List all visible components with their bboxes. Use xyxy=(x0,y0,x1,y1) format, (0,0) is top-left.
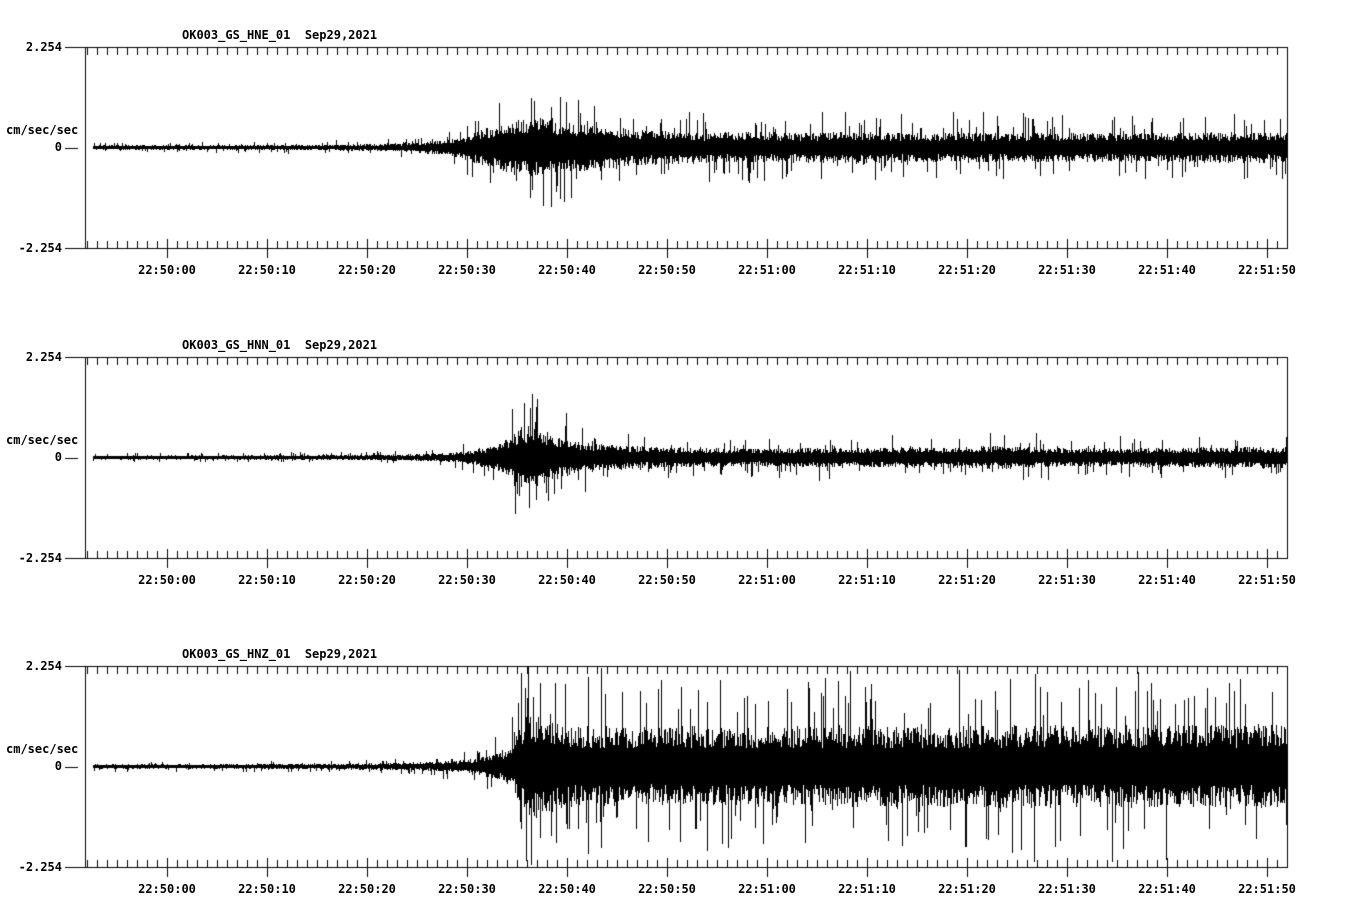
time-tick-label: 22:51:00 xyxy=(738,882,796,896)
time-tick-label: 22:50:50 xyxy=(638,263,696,277)
hne-y-unit-label: cm/sec/sec xyxy=(6,123,79,137)
time-tick-label: 22:50:20 xyxy=(338,263,396,277)
time-tick-label: 22:50:20 xyxy=(338,882,396,896)
time-tick-label: 22:51:10 xyxy=(838,882,896,896)
time-tick-label: 22:50:50 xyxy=(638,882,696,896)
hne-y-max-label: 2.254 xyxy=(25,40,62,54)
time-tick-label: 22:50:40 xyxy=(538,573,596,587)
time-tick-label: 22:51:40 xyxy=(1138,882,1196,896)
time-tick-label: 22:51:40 xyxy=(1138,573,1196,587)
hne-time-axis-labels: 22:50:00 22:50:10 22:50:20 22:50:30 22:50:40… xyxy=(0,262,1358,278)
hnn-y-min-label: -2.254 xyxy=(18,551,62,565)
time-tick-label: 22:50:40 xyxy=(538,882,596,896)
time-tick-label: 22:51:20 xyxy=(938,263,996,277)
time-tick-label: 22:51:00 xyxy=(738,573,796,587)
hnn-y-max-label: 2.254 xyxy=(25,350,62,364)
time-tick-label: 22:51:50 xyxy=(1238,882,1296,896)
time-tick-label: 22:50:40 xyxy=(538,263,596,277)
time-tick-label: 22:51:50 xyxy=(1238,573,1296,587)
time-tick-label: 22:51:30 xyxy=(1038,263,1096,277)
hnn-y-zero-label: 0 xyxy=(54,450,62,464)
hnn-title: OK003_GS_HNN_01 Sep29,2021 xyxy=(182,338,378,352)
time-tick-label: 22:51:30 xyxy=(1038,882,1096,896)
time-tick-label: 22:50:10 xyxy=(238,263,296,277)
time-tick-label: 22:50:10 xyxy=(238,882,296,896)
time-tick-label: 22:51:50 xyxy=(1238,263,1296,277)
time-tick-label: 22:50:20 xyxy=(338,573,396,587)
time-tick-label: 22:51:10 xyxy=(838,263,896,277)
time-tick-label: 22:51:40 xyxy=(1138,263,1196,277)
time-tick-label: 22:50:50 xyxy=(638,573,696,587)
hne-y-zero-label: 0 xyxy=(54,140,62,154)
hnn-time-axis-labels: 22:50:00 22:50:10 22:50:20 22:50:30 22:50:40… xyxy=(0,572,1358,588)
time-tick-label: 22:50:00 xyxy=(138,263,196,277)
time-tick-label: 22:50:30 xyxy=(438,263,496,277)
hnz-y-min-label: -2.254 xyxy=(18,860,62,874)
time-tick-label: 22:51:20 xyxy=(938,573,996,587)
hnz-y-max-label: 2.254 xyxy=(25,659,62,673)
time-tick-label: 22:50:00 xyxy=(138,573,196,587)
time-tick-label: 22:51:10 xyxy=(838,573,896,587)
time-tick-label: 22:50:30 xyxy=(438,882,496,896)
hnn-y-unit-label: cm/sec/sec xyxy=(6,433,79,447)
hnz-title: OK003_GS_HNZ_01 Sep29,2021 xyxy=(182,647,378,661)
time-tick-label: 22:51:00 xyxy=(738,263,796,277)
time-tick-label: 22:51:20 xyxy=(938,882,996,896)
time-tick-label: 22:50:10 xyxy=(238,573,296,587)
hnz-y-unit-label: cm/sec/sec xyxy=(6,742,79,756)
time-tick-label: 22:50:30 xyxy=(438,573,496,587)
time-tick-label: 22:51:30 xyxy=(1038,573,1096,587)
hnz-y-zero-label: 0 xyxy=(54,759,62,773)
hne-title: OK003_GS_HNE_01 Sep29,2021 xyxy=(182,28,378,42)
time-tick-label: 22:50:00 xyxy=(138,882,196,896)
hne-y-min-label: -2.254 xyxy=(18,241,62,255)
hnz-time-axis-labels: 22:50:00 22:50:10 22:50:20 22:50:30 22:50:40… xyxy=(0,881,1358,897)
